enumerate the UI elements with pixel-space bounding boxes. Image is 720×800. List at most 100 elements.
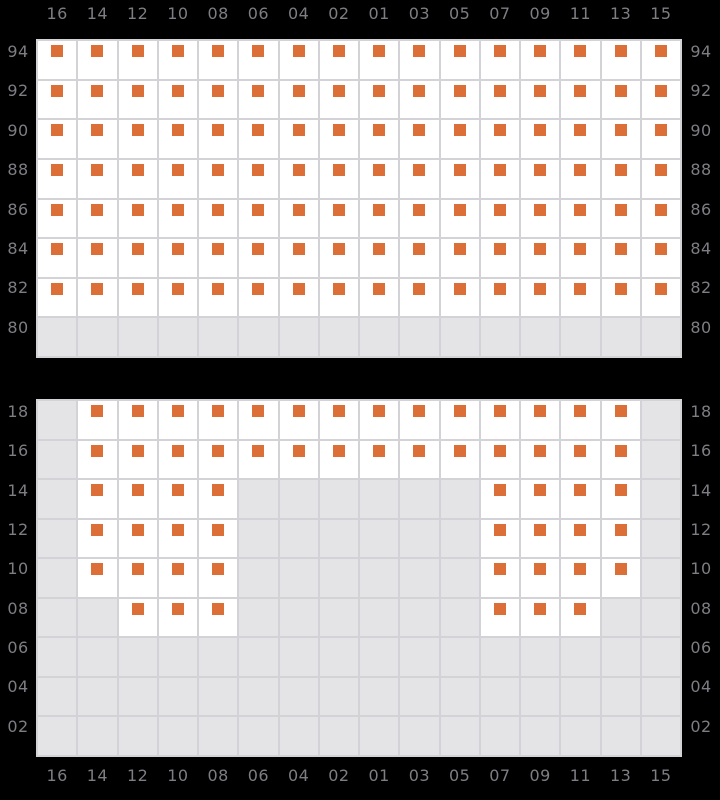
seat-cell[interactable] [319,120,358,158]
seat-cell[interactable] [561,159,600,198]
seat-cell[interactable] [279,80,318,119]
seat-cell[interactable] [239,199,278,238]
seat-cell[interactable] [158,519,197,558]
seat-cell[interactable] [360,199,399,238]
seat-cell[interactable] [78,401,117,439]
seat-cell[interactable] [561,559,600,597]
seat-cell[interactable] [521,159,560,198]
seat-cell[interactable] [601,239,640,277]
seat-cell[interactable] [118,401,157,439]
seat-cell[interactable] [601,559,640,597]
seat-cell[interactable] [480,278,519,317]
seat-cell[interactable] [521,120,560,158]
seat-cell[interactable] [319,159,358,198]
seat-cell[interactable] [561,480,600,518]
seat-cell[interactable] [400,401,439,439]
seat-cell[interactable] [158,159,197,198]
seat-cell[interactable] [78,519,117,558]
seat-cell[interactable] [561,440,600,479]
seat-cell[interactable] [440,80,479,119]
seat-cell[interactable] [601,440,640,479]
seat-cell[interactable] [158,199,197,238]
seat-cell[interactable] [440,401,479,439]
seat-cell[interactable] [521,401,560,439]
seat-cell[interactable] [199,519,238,558]
seat-cell[interactable] [118,598,157,637]
seat-cell[interactable] [400,80,439,119]
seat-cell[interactable] [38,159,77,198]
seat-cell[interactable] [521,598,560,637]
seat-cell[interactable] [118,239,157,277]
seat-cell[interactable] [521,559,560,597]
seat-cell[interactable] [199,159,238,198]
seat-cell[interactable] [199,598,238,637]
seat-cell[interactable] [641,199,680,238]
seat-cell[interactable] [360,159,399,198]
seat-cell[interactable] [521,41,560,79]
seat-cell[interactable] [199,559,238,597]
seat-cell[interactable] [199,440,238,479]
seat-cell[interactable] [199,199,238,238]
seat-cell[interactable] [561,239,600,277]
seat-cell[interactable] [118,199,157,238]
seat-cell[interactable] [440,199,479,238]
seat-cell[interactable] [480,480,519,518]
seat-cell[interactable] [521,519,560,558]
seat-cell[interactable] [118,278,157,317]
seat-cell[interactable] [38,278,77,317]
seat-cell[interactable] [158,559,197,597]
seat-cell[interactable] [601,159,640,198]
seat-cell[interactable] [319,199,358,238]
seat-cell[interactable] [38,239,77,277]
seat-cell[interactable] [521,440,560,479]
seat-cell[interactable] [78,41,117,79]
seat-cell[interactable] [239,120,278,158]
seat-cell[interactable] [440,159,479,198]
seat-cell[interactable] [360,278,399,317]
seat-cell[interactable] [561,120,600,158]
seat-cell[interactable] [480,41,519,79]
seat-cell[interactable] [601,480,640,518]
seat-cell[interactable] [561,199,600,238]
seat-cell[interactable] [319,401,358,439]
seat-cell[interactable] [279,41,318,79]
seat-cell[interactable] [118,159,157,198]
seat-cell[interactable] [400,120,439,158]
seat-cell[interactable] [239,401,278,439]
seat-cell[interactable] [279,199,318,238]
seat-cell[interactable] [521,80,560,119]
seat-cell[interactable] [480,401,519,439]
seat-cell[interactable] [118,480,157,518]
seat-cell[interactable] [38,41,77,79]
seat-cell[interactable] [480,159,519,198]
seat-cell[interactable] [521,480,560,518]
seat-cell[interactable] [601,120,640,158]
seat-cell[interactable] [360,41,399,79]
seat-cell[interactable] [440,440,479,479]
seat-cell[interactable] [78,440,117,479]
seat-cell[interactable] [158,598,197,637]
seat-cell[interactable] [239,440,278,479]
seat-cell[interactable] [118,559,157,597]
seat-cell[interactable] [601,519,640,558]
seat-cell[interactable] [199,401,238,439]
seat-cell[interactable] [199,278,238,317]
seat-cell[interactable] [158,41,197,79]
seat-cell[interactable] [239,80,278,119]
seat-cell[interactable] [561,401,600,439]
seat-cell[interactable] [601,41,640,79]
seat-cell[interactable] [601,199,640,238]
seat-cell[interactable] [480,120,519,158]
seat-cell[interactable] [521,278,560,317]
seat-cell[interactable] [199,41,238,79]
seat-cell[interactable] [118,440,157,479]
seat-cell[interactable] [641,159,680,198]
seat-cell[interactable] [561,41,600,79]
seat-cell[interactable] [199,480,238,518]
seat-cell[interactable] [360,440,399,479]
seat-cell[interactable] [279,278,318,317]
seat-cell[interactable] [440,120,479,158]
seat-cell[interactable] [78,278,117,317]
seat-cell[interactable] [480,199,519,238]
seat-cell[interactable] [400,41,439,79]
